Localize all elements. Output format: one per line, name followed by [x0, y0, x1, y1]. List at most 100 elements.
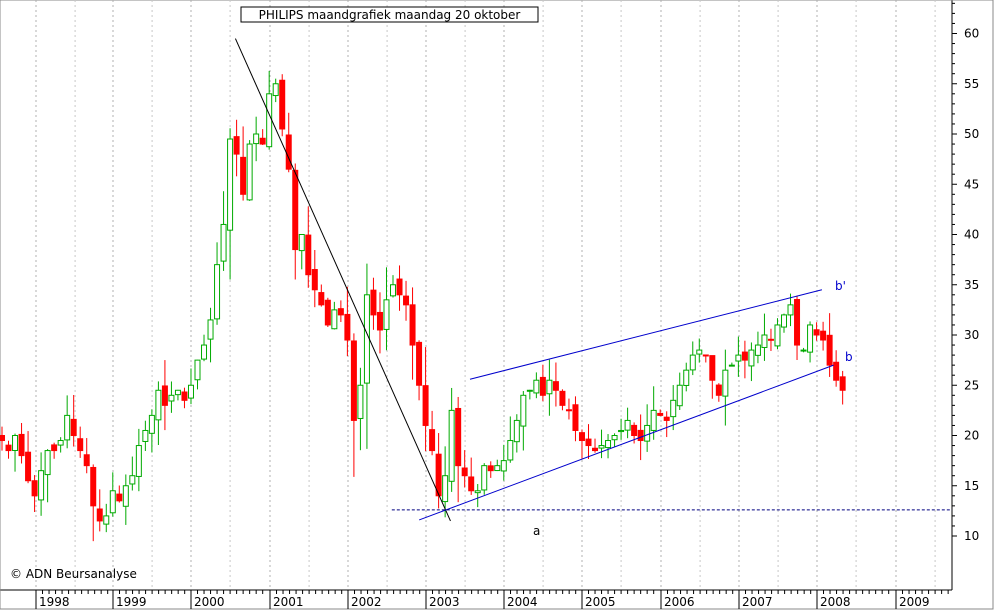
candle-body	[481, 465, 488, 491]
candle-body	[214, 264, 221, 320]
candle-body	[513, 419, 520, 443]
trendline-a	[234, 38, 451, 522]
candle-body	[455, 407, 462, 467]
candle-body	[409, 304, 416, 346]
candle-body	[96, 508, 103, 522]
candle-body	[624, 419, 631, 431]
candle-body	[155, 389, 162, 421]
candle-body	[683, 369, 690, 386]
candle-body	[227, 138, 234, 231]
candle-body	[807, 324, 814, 353]
y-tick-label: 40	[964, 228, 979, 242]
candle-body	[552, 381, 559, 391]
candle-body	[696, 349, 703, 355]
candle-body	[51, 444, 58, 452]
candle-body	[279, 79, 286, 130]
candle-body	[546, 379, 553, 395]
candle-body	[794, 299, 801, 346]
candle-body	[670, 399, 677, 418]
candle-body	[83, 454, 90, 467]
candle-body	[578, 432, 585, 442]
x-tick-label: 2007	[742, 595, 773, 609]
candle-body	[116, 493, 123, 502]
candle-body	[598, 445, 605, 449]
candle-body	[754, 344, 761, 356]
candle-body	[285, 134, 292, 170]
candle-body	[611, 435, 618, 441]
candle-body	[174, 389, 181, 396]
candle-body	[370, 289, 377, 316]
candle-body	[728, 364, 735, 367]
candle-body	[722, 369, 729, 397]
candle-body	[18, 433, 25, 457]
candle-body	[298, 234, 305, 252]
candle-body	[240, 156, 247, 195]
grid-layer	[35, 0, 936, 590]
candle-body	[344, 313, 351, 341]
candle-body	[25, 451, 32, 482]
candle-body	[605, 440, 612, 449]
candle-body	[735, 354, 742, 362]
candle-body	[435, 453, 442, 497]
candle-body	[350, 340, 357, 421]
candle-body	[474, 490, 481, 494]
x-tick-label: 2001	[273, 595, 304, 609]
candle-body	[715, 384, 722, 396]
candle-body	[44, 450, 51, 476]
candle-body	[161, 385, 168, 406]
candles-layer	[0, 70, 846, 542]
candle-body	[363, 294, 370, 384]
candle-body	[376, 311, 383, 331]
x-tick-label: 2009	[899, 595, 930, 609]
candle-body	[305, 234, 312, 276]
candle-body	[592, 447, 599, 452]
channel-upper-line	[469, 289, 823, 380]
candle-body	[637, 429, 644, 442]
candle-body	[324, 299, 331, 326]
candle-body	[70, 418, 77, 436]
candle-body	[357, 384, 364, 419]
channel-lower-line	[419, 364, 834, 521]
plot-area	[0, 0, 952, 590]
candle-body	[774, 324, 781, 347]
candle-body	[0, 435, 5, 442]
x-tick-label: 2005	[585, 595, 616, 609]
annotation-a: a	[533, 524, 540, 538]
x-tick-label: 2006	[664, 595, 695, 609]
candle-body	[90, 466, 97, 507]
candle-body	[135, 445, 142, 477]
candle-body	[585, 438, 592, 447]
candle-body	[233, 136, 240, 155]
y-tick-label: 30	[964, 328, 979, 342]
candle-body	[187, 384, 194, 399]
lines-layer	[234, 38, 952, 522]
candle-body	[650, 409, 657, 431]
candle-body	[129, 475, 136, 485]
candle-body	[148, 414, 155, 434]
y-tick-label: 60	[964, 27, 979, 41]
candle-body	[826, 334, 833, 366]
candle-body	[618, 429, 625, 433]
candle-body	[422, 385, 429, 426]
candle-body	[572, 404, 579, 431]
candle-body	[416, 341, 423, 386]
candle-body	[820, 330, 827, 341]
candle-body	[168, 394, 175, 402]
candle-body	[468, 476, 475, 492]
candle-body	[709, 355, 716, 381]
candle-body	[631, 424, 638, 436]
y-tick-label: 10	[964, 529, 979, 543]
x-tick-label: 2004	[507, 595, 538, 609]
annotation-b-prime: b'	[835, 279, 846, 293]
candle-body	[207, 319, 214, 340]
candle-body	[787, 304, 794, 316]
candle-body	[539, 376, 546, 396]
candle-body	[526, 389, 533, 392]
candle-body	[559, 390, 566, 406]
candle-body	[246, 143, 253, 201]
y-tick-label: 55	[964, 77, 979, 91]
candle-body	[403, 295, 410, 306]
candle-body	[337, 308, 344, 316]
